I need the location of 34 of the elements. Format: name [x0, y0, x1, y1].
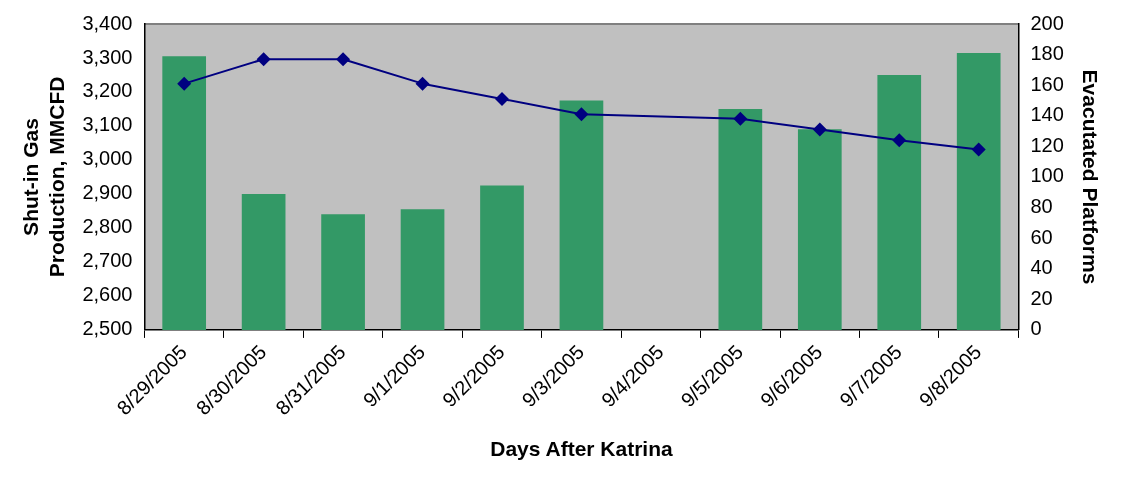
y-axis-title: Shut-in Gas Production, MMCFD: [19, 76, 68, 278]
y2-tick-label: 160: [1030, 72, 1064, 95]
y-tick-label: 2,700: [82, 249, 133, 272]
point: [494, 91, 509, 106]
y-tick-label: 3,400: [82, 11, 133, 34]
y2-tick-label: 0: [1030, 317, 1042, 340]
x-axis-title: Days After Katrina: [490, 437, 673, 461]
y-tick-label: 3,300: [82, 45, 133, 68]
y-tick-label: 3,100: [82, 113, 133, 136]
y-tick-label: 2,800: [82, 215, 133, 238]
y2-tick-label: 60: [1030, 225, 1053, 248]
y2-tick-label: 180: [1030, 42, 1064, 65]
y2-tick-label: 120: [1030, 133, 1064, 156]
point: [574, 107, 589, 122]
y2-tick-label: 140: [1030, 103, 1064, 126]
point: [415, 76, 430, 91]
point: [256, 52, 271, 67]
point: [971, 142, 986, 157]
y-tick-label: 2,600: [82, 283, 133, 306]
point: [812, 122, 827, 137]
y-tick-label: 2,900: [82, 181, 133, 204]
y2-axis-title: Evacutated Platforms: [1078, 69, 1102, 285]
y2-tick-label: 80: [1030, 195, 1053, 218]
y2-tick-label: 200: [1030, 11, 1064, 34]
y-tick-label: 2,500: [82, 317, 133, 340]
y2-tick-label: 40: [1030, 256, 1053, 279]
point: [336, 52, 351, 67]
point: [177, 76, 192, 91]
y2-tick-label: 20: [1030, 286, 1053, 309]
y-tick-label: 3,200: [82, 79, 133, 102]
point: [733, 111, 748, 126]
y-tick-label: 3,000: [82, 147, 133, 170]
point: [892, 133, 907, 148]
y2-tick-label: 100: [1030, 164, 1064, 187]
